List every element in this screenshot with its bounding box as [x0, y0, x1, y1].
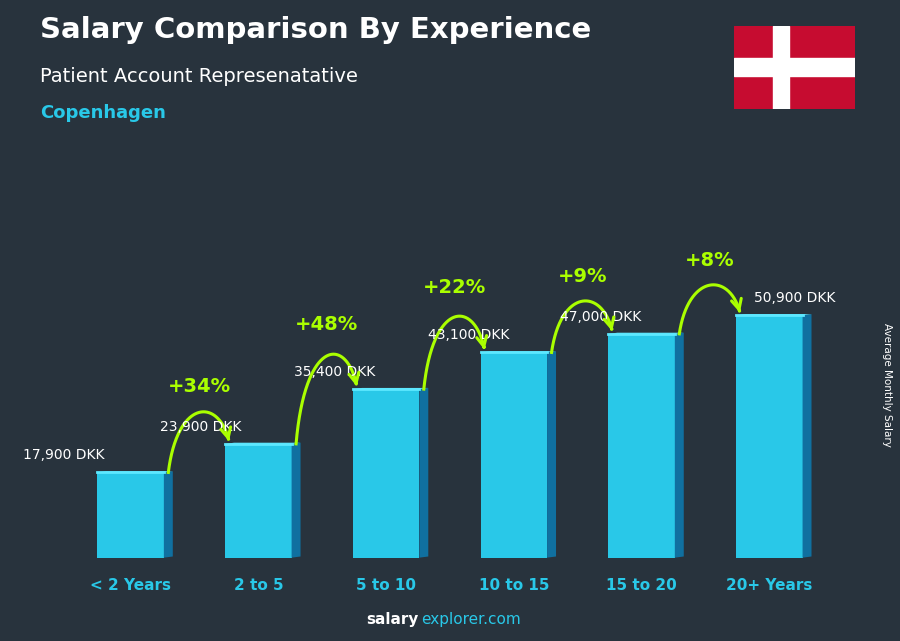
Polygon shape	[481, 353, 547, 558]
Text: explorer.com: explorer.com	[421, 612, 521, 627]
Text: 23,900 DKK: 23,900 DKK	[160, 420, 241, 434]
Text: < 2 Years: < 2 Years	[90, 578, 171, 593]
Text: +22%: +22%	[423, 278, 486, 297]
Text: Salary Comparison By Experience: Salary Comparison By Experience	[40, 16, 592, 44]
Text: Average Monthly Salary: Average Monthly Salary	[881, 322, 892, 447]
Polygon shape	[225, 443, 301, 444]
Bar	[773, 26, 789, 109]
Text: 5 to 10: 5 to 10	[356, 578, 416, 593]
Text: 2 to 5: 2 to 5	[234, 578, 284, 593]
Text: +48%: +48%	[295, 315, 358, 334]
Bar	[734, 58, 855, 76]
Polygon shape	[608, 334, 675, 558]
Polygon shape	[419, 388, 428, 558]
Polygon shape	[353, 389, 419, 558]
Polygon shape	[353, 388, 428, 389]
Text: 43,100 DKK: 43,100 DKK	[428, 328, 509, 342]
Polygon shape	[736, 315, 803, 558]
Text: +9%: +9%	[557, 267, 607, 285]
Polygon shape	[736, 314, 812, 315]
Polygon shape	[803, 314, 812, 558]
Text: 35,400 DKK: 35,400 DKK	[294, 365, 375, 379]
Polygon shape	[225, 444, 292, 558]
Text: 20+ Years: 20+ Years	[726, 578, 813, 593]
Text: 17,900 DKK: 17,900 DKK	[23, 449, 105, 462]
Polygon shape	[608, 333, 684, 334]
Text: Copenhagen: Copenhagen	[40, 104, 166, 122]
Text: 10 to 15: 10 to 15	[479, 578, 549, 593]
Text: +8%: +8%	[685, 251, 734, 271]
Polygon shape	[164, 471, 173, 558]
Text: 47,000 DKK: 47,000 DKK	[560, 310, 642, 324]
Text: +34%: +34%	[167, 376, 230, 395]
Text: salary: salary	[366, 612, 418, 627]
Polygon shape	[547, 351, 556, 558]
Text: 50,900 DKK: 50,900 DKK	[754, 291, 835, 305]
Polygon shape	[481, 351, 556, 353]
Text: 15 to 20: 15 to 20	[607, 578, 677, 593]
Text: Patient Account Represenatative: Patient Account Represenatative	[40, 67, 358, 87]
Polygon shape	[97, 471, 173, 472]
Polygon shape	[675, 333, 684, 558]
Polygon shape	[292, 443, 301, 558]
Polygon shape	[97, 472, 164, 558]
